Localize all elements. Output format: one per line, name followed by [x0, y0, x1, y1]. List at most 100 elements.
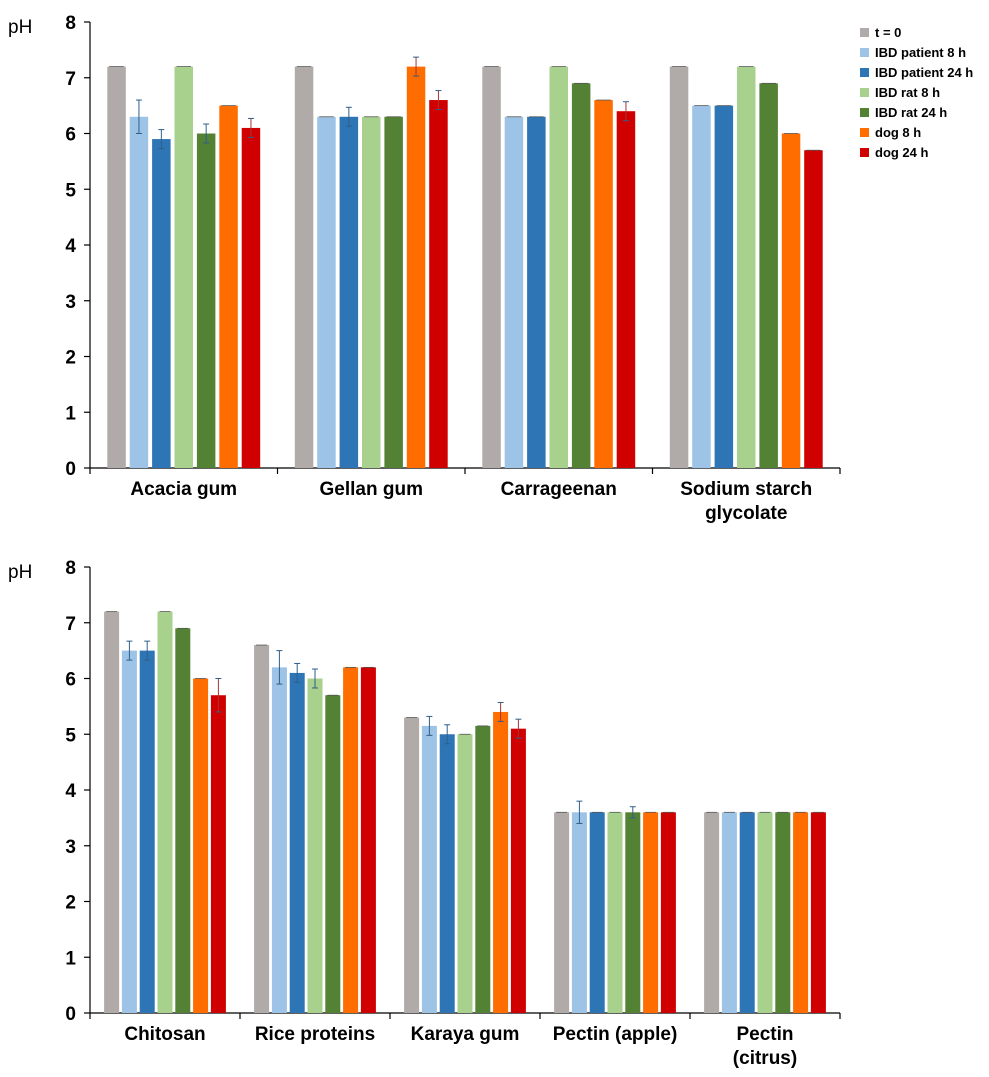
bar: [692, 105, 711, 468]
category-label: Chitosan: [124, 1024, 205, 1045]
y-tick-label: 0: [65, 1004, 76, 1025]
legend-swatch: [860, 148, 869, 157]
bar: [421, 725, 437, 1013]
legend-label: dog 8 h: [875, 125, 921, 140]
y-tick-label: 5: [65, 725, 76, 746]
category-label: Pectin (apple): [553, 1024, 678, 1045]
y-tick-label: 2: [65, 348, 76, 369]
bar: [317, 116, 336, 469]
bar: [104, 611, 120, 1013]
category-label: Pectin: [736, 1024, 793, 1045]
legend-label: IBD patient 8 h: [875, 45, 966, 60]
bar: [594, 100, 613, 469]
bar: [360, 667, 376, 1013]
bar: [362, 116, 381, 469]
bar: [759, 83, 778, 468]
y-tick-label: 4: [65, 236, 76, 257]
bar: [669, 66, 689, 468]
category-label: Acacia gum: [130, 479, 237, 500]
bar: [157, 611, 173, 1013]
bar: [219, 105, 238, 468]
bar: [196, 133, 216, 468]
bar: [193, 678, 209, 1013]
y-tick-label: 8: [65, 13, 76, 34]
bar: [757, 812, 773, 1013]
bar: [714, 105, 734, 468]
legend-swatch: [860, 88, 869, 97]
legend-label: IBD rat 24 h: [875, 105, 947, 120]
y-axis-label: pH: [8, 562, 32, 583]
bar: [289, 672, 305, 1013]
y-tick-label: 1: [65, 403, 76, 424]
bar: [439, 734, 455, 1013]
bar: [739, 812, 755, 1013]
legend: t = 0 IBD patient 8 h IBD patient 24 h IBD …: [860, 25, 973, 160]
bar: [307, 678, 323, 1013]
bar: [339, 116, 359, 469]
bar: [152, 139, 171, 468]
bar: [625, 812, 641, 1013]
bar: [175, 628, 191, 1013]
bar: [343, 667, 359, 1013]
bar: [325, 695, 341, 1013]
bar: [271, 667, 287, 1013]
bar: [429, 100, 448, 469]
bar: [404, 717, 420, 1013]
bar: [504, 116, 524, 469]
category-label: glycolate: [705, 503, 787, 524]
legend-swatch: [860, 48, 869, 57]
bar: [571, 812, 587, 1013]
bar: [527, 116, 546, 469]
chart-panel-1: pH 0 1 2 3 4 5 6 7 8 Acacia gum Gellan gum Carrageen…: [8, 13, 841, 524]
bar: [660, 812, 676, 1013]
bar: [384, 116, 403, 469]
bar: [554, 812, 570, 1013]
bar: [457, 734, 473, 1013]
y-tick-label: 4: [65, 781, 76, 802]
legend-label: IBD rat 8 h: [875, 85, 940, 100]
chart-panel-2: pH 0 1 2 3 4 5 6 7 8 Chitosan Rice proteins Karaya g…: [8, 558, 841, 1069]
legend-swatch: [860, 28, 869, 37]
bar: [294, 66, 314, 468]
bar: [737, 66, 756, 468]
legend-label: t = 0: [875, 25, 901, 40]
y-tick-label: 7: [65, 69, 76, 90]
category-label: (citrus): [733, 1048, 797, 1069]
legend-label: dog 24 h: [875, 145, 929, 160]
category-label: Rice proteins: [255, 1024, 375, 1045]
bar: [589, 812, 605, 1013]
bar: [241, 127, 261, 469]
bar: [210, 695, 226, 1013]
bar: [107, 66, 126, 468]
bar: [810, 812, 826, 1013]
legend-swatch: [860, 68, 869, 77]
y-axis-label: pH: [8, 17, 32, 38]
bar: [775, 812, 791, 1013]
bar: [139, 650, 155, 1013]
y-tick-label: 3: [65, 837, 76, 858]
bar: [510, 728, 526, 1013]
bar: [493, 711, 509, 1013]
y-tick-label: 6: [65, 670, 76, 691]
bar: [704, 812, 720, 1013]
y-tick-label: 5: [65, 180, 76, 201]
bar: [721, 812, 737, 1013]
bar: [406, 66, 426, 468]
bar: [121, 650, 137, 1013]
bar: [174, 66, 193, 468]
bar: [475, 725, 491, 1013]
bar: [549, 66, 568, 468]
legend-swatch: [860, 128, 869, 137]
y-tick-label: 1: [65, 948, 76, 969]
bar: [616, 111, 636, 468]
bar: [643, 812, 659, 1013]
bar: [571, 83, 591, 468]
y-tick-label: 6: [65, 125, 76, 146]
y-tick-label: 3: [65, 292, 76, 313]
legend-swatch: [860, 108, 869, 117]
legend-label: IBD patient 24 h: [875, 65, 973, 80]
y-tick-label: 0: [65, 459, 76, 480]
y-tick-label: 2: [65, 893, 76, 914]
bar: [781, 133, 801, 468]
